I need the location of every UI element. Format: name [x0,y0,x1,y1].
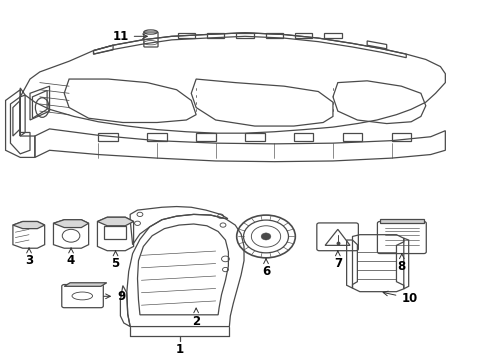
Text: 3: 3 [25,248,33,267]
Polygon shape [98,217,134,226]
Text: 9: 9 [104,290,125,303]
Text: 6: 6 [262,259,270,278]
Text: 8: 8 [398,254,406,273]
Polygon shape [380,219,424,223]
Polygon shape [13,221,45,229]
Circle shape [261,233,271,240]
Text: 11: 11 [113,30,147,43]
Text: 1: 1 [175,343,184,356]
Text: 10: 10 [383,291,417,305]
Text: 2: 2 [192,308,200,328]
Polygon shape [53,220,89,228]
Text: 7: 7 [334,251,342,270]
Text: 5: 5 [111,251,120,270]
Polygon shape [64,283,107,286]
Text: 4: 4 [67,248,75,267]
